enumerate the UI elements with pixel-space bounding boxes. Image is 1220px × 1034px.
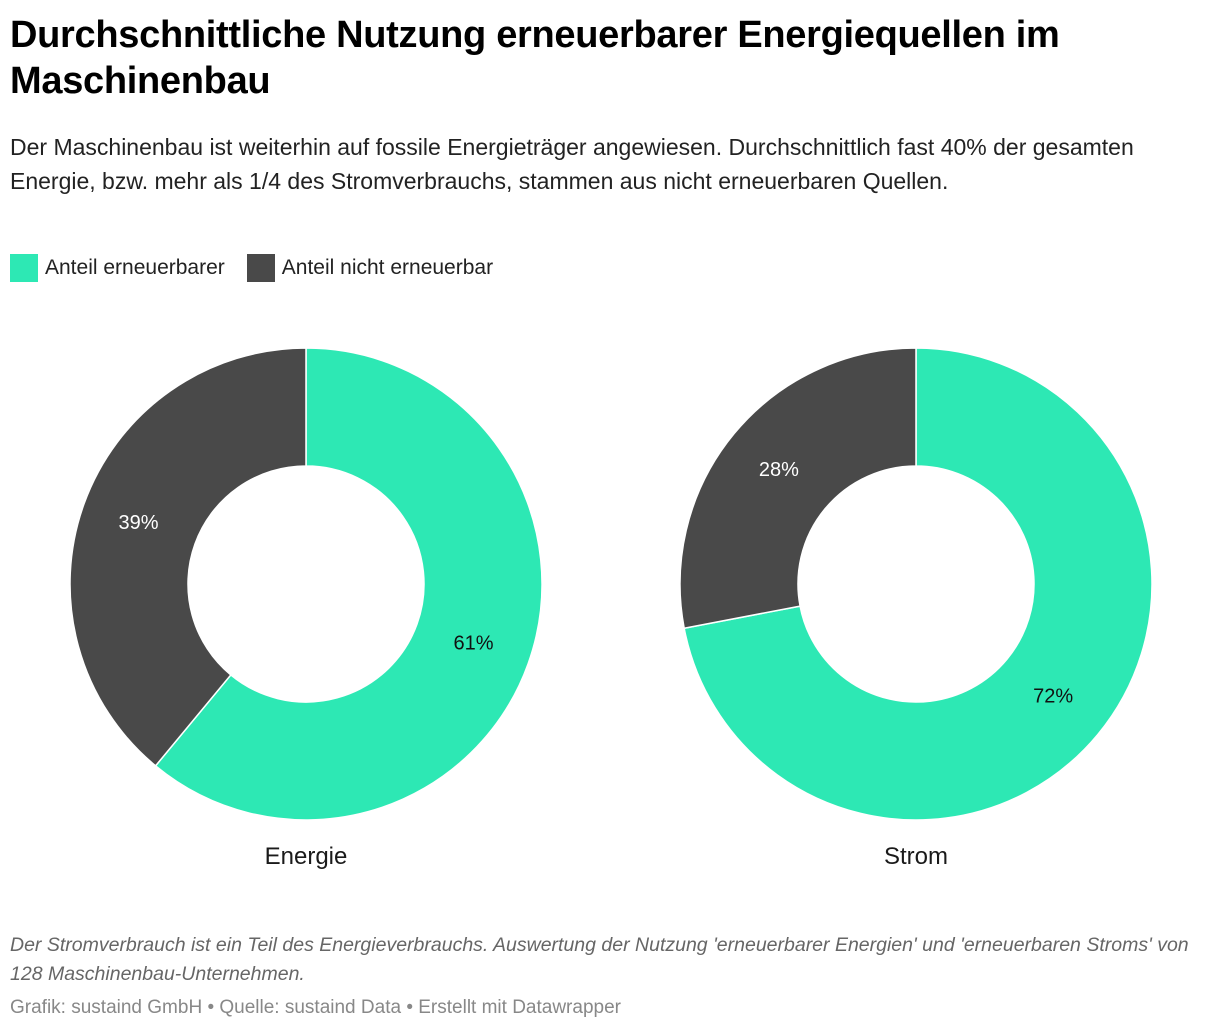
slice-strom-non-renewable (679, 347, 917, 630)
donut-strom: 72% 28% Strom (679, 347, 1153, 870)
legend-swatch-renewable (10, 254, 38, 282)
legend-label-renewable: Anteil erneuerbarer (45, 256, 225, 279)
slice-label-strom-non-renewable: 28% (759, 459, 799, 481)
slice-strom-renewable (683, 347, 1153, 821)
chart-subtitle: Der Maschinenbau ist weiterhin auf fossi… (10, 134, 1134, 194)
slice-label-energie-renewable: 61% (453, 633, 493, 655)
chart-title: Durchschnittliche Nutzung erneuerbarer E… (10, 14, 1060, 102)
chart-footer: Grafik: sustaind GmbH • Quelle: sustaind… (10, 997, 621, 1018)
slice-energie-non-renewable (69, 347, 307, 767)
donut-energie: 61% 39% Energie (69, 347, 543, 870)
slice-energie-renewable (154, 347, 543, 821)
legend-swatch-non-renewable (246, 254, 275, 282)
legend-item-renewable: Anteil erneuerbarer (10, 254, 225, 282)
slice-label-energie-non-renewable: 39% (119, 512, 159, 534)
donut-title-strom: Strom (884, 843, 948, 870)
chart-notes: Der Stromverbrauch ist ein Teil des Ener… (10, 934, 1189, 985)
donut-charts: 61% 39% Energie 72% 28% Strom (69, 347, 1153, 870)
legend-item-non-renewable: Anteil nicht erneuerbar (246, 254, 494, 282)
legend: Anteil erneuerbarer Anteil nicht erneuer… (10, 254, 515, 282)
legend-label-non-renewable: Anteil nicht erneuerbar (281, 256, 494, 279)
donut-title-energie: Energie (265, 843, 348, 870)
slice-label-strom-renewable: 72% (1033, 686, 1073, 708)
